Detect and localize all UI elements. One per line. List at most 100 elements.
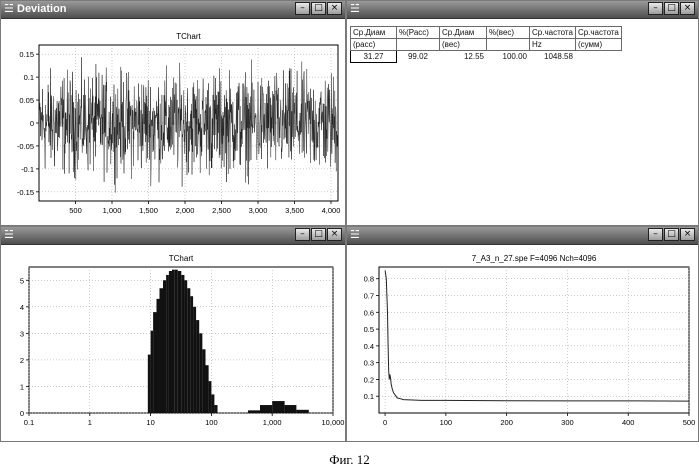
histogram-bar (190, 296, 193, 413)
maximize-button[interactable]: □ (664, 228, 679, 241)
grid-header-cell[interactable]: Ср.частота (530, 27, 576, 39)
y-tick-label: 0.4 (364, 342, 374, 351)
x-tick-label: 2,500 (212, 206, 231, 215)
y-tick-label: 0.7 (364, 292, 374, 301)
close-button[interactable]: × (680, 2, 695, 15)
histogram-chart-area: TChart0123450.11101001,00010,000 (1, 245, 345, 441)
x-tick-label: 1,000 (103, 206, 122, 215)
y-tick-label: 0.2 (364, 375, 374, 384)
close-button[interactable]: × (327, 228, 342, 241)
histogram-bar (199, 333, 202, 413)
x-tick-label: 0.1 (24, 418, 34, 427)
x-tick-label: 500 (69, 206, 82, 215)
deviation-window: ☱ Deviation – □ × TChart0.150.10.050-0.0… (0, 0, 346, 226)
maximize-button[interactable]: □ (664, 2, 679, 15)
histogram-bar (166, 275, 169, 413)
x-tick-label: 0 (383, 418, 387, 427)
grid-subheader-row: (расс) (вес) Hz (сумм) (351, 39, 622, 51)
y-tick-label: 0.1 (24, 73, 34, 82)
results-grid-area: Ср.Диам %(Расс) Ср.Диам %(вес) Ср.частот… (347, 19, 698, 225)
close-button[interactable]: × (327, 2, 342, 15)
histogram-bar (214, 405, 217, 413)
histogram-bar (184, 280, 187, 413)
grid-header-cell[interactable]: Ср.Диам (351, 27, 397, 39)
histogram-bar (209, 381, 212, 413)
maximize-button[interactable]: □ (311, 2, 326, 15)
window-title: Deviation (17, 3, 67, 16)
grid-header-cell[interactable]: %(Расс) (397, 27, 440, 39)
y-tick-label: 0.5 (364, 325, 374, 334)
grid-subheader-cell[interactable]: (вес) (440, 39, 487, 51)
grid-cell[interactable]: 31.27 (351, 51, 397, 63)
grid-subheader-cell[interactable] (487, 39, 530, 51)
grid-header-cell[interactable]: %(вес) (487, 27, 530, 39)
maximize-button[interactable]: □ (311, 228, 326, 241)
histogram-bar (169, 271, 172, 413)
minimize-button[interactable]: – (295, 2, 310, 15)
y-tick-label: 0.15 (19, 50, 34, 59)
grid-cell[interactable] (575, 51, 621, 63)
y-tick-label: 0.3 (364, 359, 374, 368)
grid-cell[interactable]: 12.55 (440, 51, 487, 63)
deviation-titlebar[interactable]: ☱ Deviation – □ × (1, 1, 345, 19)
y-tick-label: 2 (20, 356, 24, 365)
grid-subheader-cell[interactable]: (расс) (351, 39, 397, 51)
x-tick-label: 3,000 (249, 206, 268, 215)
spectrum-window: ☱ – □ × 7_A3_n_27.spe F=4096 Nch=4096 0.1… (346, 226, 699, 442)
grid-subheader-cell[interactable] (397, 39, 440, 51)
y-tick-label: 1 (20, 382, 24, 391)
histogram-bar (159, 288, 163, 413)
x-tick-label: 3,500 (285, 206, 304, 215)
y-tick-label: 3 (20, 329, 24, 338)
histogram-bar (193, 307, 196, 413)
results-window: ☱ – □ × Ср.Диам %(Расс) Ср.Диам %(вес) С… (346, 0, 699, 226)
histogram-bar (206, 365, 209, 413)
form-icon: ☱ (4, 3, 14, 15)
chart-title: TChart (176, 32, 201, 41)
histogram-bar (178, 271, 182, 413)
minimize-button[interactable]: – (648, 228, 663, 241)
histogram-bar (163, 280, 166, 413)
histogram-bar (211, 394, 214, 413)
results-titlebar[interactable]: ☱ – □ × (347, 1, 698, 19)
grid-subheader-cell[interactable]: Hz (530, 39, 576, 51)
grid-cell[interactable]: 99.02 (397, 51, 440, 63)
grid-header-row: Ср.Диам %(Расс) Ср.Диам %(вес) Ср.частот… (351, 27, 622, 39)
y-tick-label: -0.15 (17, 188, 34, 197)
form-icon: ☱ (350, 229, 360, 241)
grid-cell[interactable]: 100.00 (487, 51, 530, 63)
histogram-bar (148, 355, 151, 413)
histogram-bar (151, 331, 154, 413)
histogram-bar (187, 288, 190, 413)
y-tick-label: -0.05 (17, 142, 34, 151)
x-tick-label: 1,000 (263, 418, 282, 427)
minimize-button[interactable]: – (648, 2, 663, 15)
grid-header-cell[interactable]: Ср.частота (575, 27, 621, 39)
histogram-window: ☱ – □ × TChart0123450.11101001,00010,000 (0, 226, 346, 442)
spectrum-titlebar[interactable]: ☱ – □ × (347, 227, 698, 245)
grid-cell[interactable]: 1048.58 (530, 51, 576, 63)
x-tick-label: 1 (88, 418, 92, 427)
y-tick-label: 0 (20, 409, 24, 418)
y-tick-label: 5 (20, 276, 24, 285)
minimize-button[interactable]: – (295, 228, 310, 241)
figure-caption: Фиг. 12 (0, 452, 699, 468)
y-tick-label: 0 (30, 119, 34, 128)
y-tick-label: -0.1 (21, 165, 34, 174)
chart-title: TChart (169, 254, 194, 263)
histogram-bar (285, 405, 297, 413)
histogram-titlebar[interactable]: ☱ – □ × (1, 227, 345, 245)
plot-area (379, 267, 689, 413)
form-icon: ☱ (4, 229, 14, 241)
x-tick-label: 10 (146, 418, 154, 427)
histogram-bar (156, 299, 159, 413)
y-tick-label: 0.1 (364, 392, 374, 401)
y-tick-label: 0.8 (364, 275, 374, 284)
grid-subheader-cell[interactable]: (сумм) (575, 39, 621, 51)
grid-data-row[interactable]: 31.27 99.02 12.55 100.00 1048.58 (351, 51, 622, 63)
close-button[interactable]: × (680, 228, 695, 241)
grid-header-cell[interactable]: Ср.Диам (440, 27, 487, 39)
chart-title: 7_A3_n_27.spe F=4096 Nch=4096 (472, 254, 597, 263)
x-tick-label: 10,000 (322, 418, 345, 427)
histogram-bar (172, 270, 175, 413)
